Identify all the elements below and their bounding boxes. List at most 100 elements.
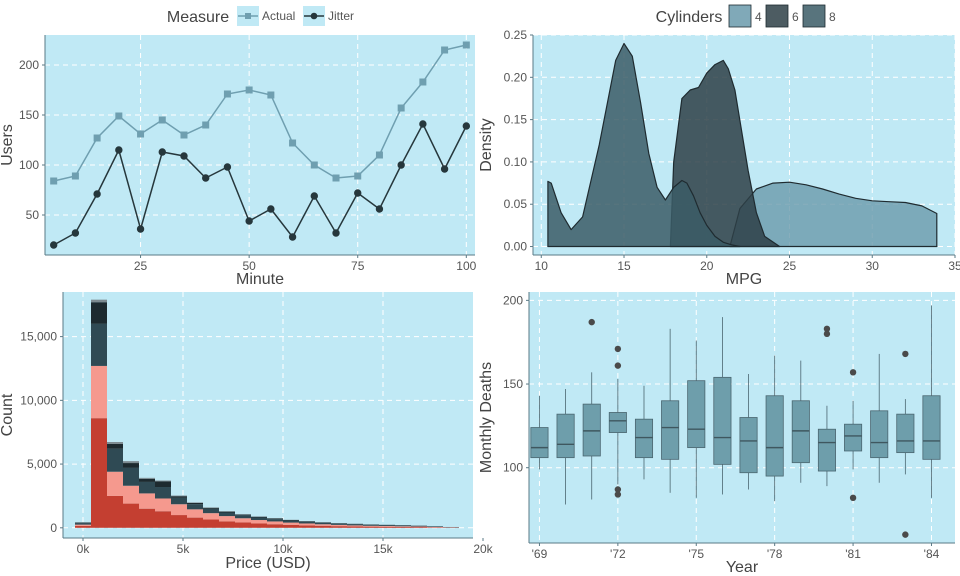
y-tick-label: 0.10	[504, 155, 528, 169]
box-1972	[608, 345, 627, 498]
outlier-point	[902, 350, 909, 358]
gridlines	[63, 292, 484, 538]
y-tick-label: 100	[19, 158, 39, 172]
hist-bar	[363, 526, 379, 528]
hist-bar	[187, 502, 203, 505]
data-point	[419, 78, 427, 86]
data-point	[267, 91, 275, 99]
legend: Measure Actual Jitter	[167, 6, 354, 26]
hist-bar	[251, 516, 267, 518]
hist-bar	[91, 299, 107, 303]
hist-bar	[91, 302, 107, 324]
hist-bar	[267, 524, 283, 528]
legend-label: 8	[829, 10, 836, 24]
histogram-chart: 0k 5k 10k 15k 20k 0 5,000 10,000 15,000 Price (US…	[0, 292, 494, 572]
series-line	[53, 44, 467, 182]
hist-bar	[299, 521, 315, 524]
hist-bar	[155, 481, 171, 488]
hist-bar	[187, 517, 203, 528]
y-tick-label: 50	[26, 208, 40, 222]
hist-bar	[187, 504, 203, 510]
data-point	[267, 205, 275, 213]
hist-bar	[379, 526, 395, 527]
data-point	[375, 151, 383, 159]
hist-bar	[139, 508, 155, 528]
hist-bar	[155, 487, 171, 499]
hist-bar	[91, 365, 107, 419]
legend-label: 4	[755, 10, 762, 24]
data-point	[332, 229, 340, 237]
box-body	[817, 428, 836, 472]
x-tick-label: 5k	[177, 542, 191, 556]
box-1984	[922, 305, 941, 498]
hist-bar	[411, 525, 427, 527]
hist-bar	[267, 519, 283, 522]
series-actual	[50, 41, 470, 185]
hist-bar	[363, 524, 379, 526]
outlier-point	[823, 325, 831, 333]
hist-bar	[107, 448, 123, 472]
x-tick-label: 25	[134, 259, 148, 273]
box-1975	[687, 340, 706, 498]
box-1981	[844, 369, 863, 502]
density-area-6	[669, 59, 781, 248]
box-body	[530, 427, 549, 459]
y-tick-label: 100	[503, 461, 523, 475]
boxplot-chart: '69 '72 '75 '78 '81 '84 100 150 200 Year Monthly D…	[478, 292, 955, 576]
data-point	[202, 174, 210, 182]
hist-bar	[347, 524, 363, 526]
hist-bar	[187, 502, 203, 503]
y-tick-label: 5,000	[27, 457, 57, 471]
hist-bar	[219, 521, 235, 528]
series-jitter	[49, 120, 471, 249]
x-axis-title: Price (USD)	[225, 555, 310, 572]
hist-bar	[347, 526, 363, 528]
x-tick-label: 20k	[473, 542, 493, 556]
data-point	[441, 46, 449, 54]
y-tick-label: 150	[19, 108, 39, 122]
x-axis-title: Year	[726, 559, 759, 576]
plot-panel	[45, 35, 475, 255]
hist-bar	[315, 522, 331, 525]
hist-bar	[75, 525, 91, 528]
box-body	[687, 380, 706, 449]
hist-bar	[155, 511, 171, 528]
hist-bar	[331, 524, 347, 527]
data-point	[71, 229, 80, 237]
box-1982	[870, 353, 889, 483]
data-point	[137, 130, 145, 138]
hist-bar	[395, 526, 411, 528]
hist-bar	[331, 523, 347, 525]
x-tick-label: 0k	[77, 542, 91, 556]
data-point	[136, 225, 145, 233]
hist-bar	[283, 524, 299, 528]
outlier-point	[614, 486, 622, 493]
hist-bar	[171, 515, 187, 528]
outlier-point	[614, 345, 622, 353]
legend-label: Jitter	[328, 9, 354, 23]
box-body	[870, 410, 889, 459]
data-point	[180, 152, 188, 160]
hist-bar	[395, 526, 411, 527]
data-point	[223, 163, 232, 171]
box-body	[922, 395, 941, 460]
hist-bar	[219, 512, 235, 517]
y-tick-label: 0.25	[504, 28, 528, 42]
data-point	[115, 112, 123, 120]
data-point	[71, 172, 79, 180]
legend-key-symbol	[245, 13, 251, 19]
hist-bar	[107, 471, 123, 496]
hist-bar	[171, 496, 187, 498]
hist-bar	[347, 525, 363, 527]
legend-key	[765, 4, 789, 28]
box-1983	[896, 350, 915, 538]
data-point	[93, 134, 101, 142]
hist-bar	[203, 513, 219, 520]
data-point	[397, 161, 405, 169]
box-body	[844, 423, 863, 452]
legend-label: 6	[792, 10, 799, 24]
hist-bar	[235, 522, 251, 528]
box-body	[608, 412, 627, 433]
box-1978	[765, 355, 784, 502]
box-1974	[661, 328, 680, 493]
